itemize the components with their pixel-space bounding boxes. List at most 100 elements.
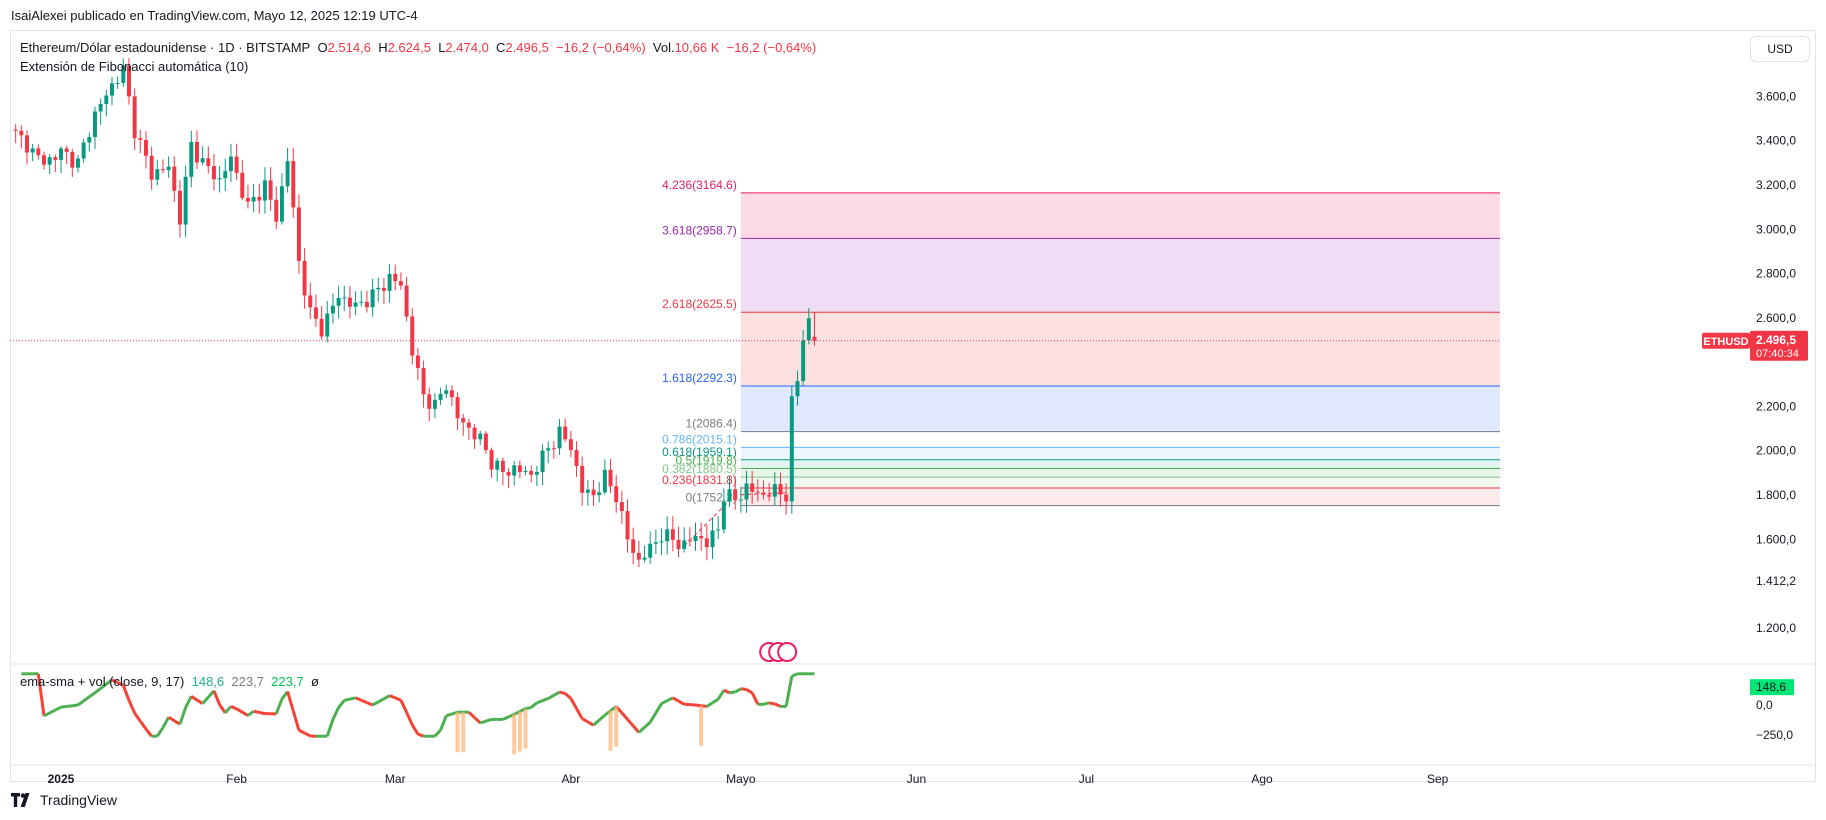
candle-body [245, 197, 250, 202]
candle-body [183, 176, 188, 225]
oscillator-segment [253, 709, 260, 714]
price-change: −16,2 (−0,64%) [556, 40, 646, 55]
oscillator-segment [784, 675, 794, 707]
symbol-title[interactable]: Ethereum/Dólar estadounidense · 1D · BIT… [20, 40, 311, 55]
candle-body [13, 129, 18, 131]
oscillator-segment [331, 706, 340, 721]
oscillator-segment [672, 696, 680, 703]
candle-body [704, 538, 709, 548]
candle-body [608, 469, 613, 487]
oscillator-segment [542, 697, 549, 703]
indicator-tick-label: −250,0 [1756, 728, 1793, 742]
oscillator-segment [303, 731, 311, 738]
candle-body [483, 433, 488, 451]
indicator-value-badge: 148,6 [1756, 680, 1786, 694]
fib-zone-0.236 [740, 487, 1500, 506]
candle-body [381, 287, 386, 291]
candle-body [404, 285, 409, 317]
candle-body [602, 469, 607, 493]
fib-indicator-name[interactable]: Extensión de Fibonacci automática (10) [20, 59, 249, 74]
oscillator-segment [791, 672, 799, 678]
candle-body [30, 148, 35, 153]
candle-body [109, 83, 114, 96]
candle-body [268, 180, 273, 200]
candle-body [716, 529, 721, 531]
oscillator-segment [111, 678, 119, 684]
high-value: 2.624,5 [387, 40, 431, 55]
footer-brand: TradingView [40, 792, 118, 808]
candle-body [784, 494, 789, 502]
candle-body [132, 96, 137, 139]
fib-label-0.382: 0.382(1880.5) [662, 462, 737, 476]
candle-body [625, 511, 630, 540]
oscillator-segment [355, 696, 362, 702]
oscillator-segment [439, 715, 448, 731]
oscillator-segment [184, 695, 193, 709]
oscillator-segment [564, 692, 572, 700]
fib-zone-0.5 [740, 468, 1500, 478]
oscillator-segment [774, 702, 782, 708]
oscillator-segment [161, 716, 170, 729]
volume-spike-bar [455, 712, 460, 753]
candle-body [76, 158, 80, 168]
candle-body [455, 397, 460, 419]
fib-zone-3.618 [740, 238, 1500, 313]
candle-body [495, 460, 500, 470]
candle-body [750, 483, 755, 492]
indicator-label[interactable]: ema-sma + vol (close, 9, 17) [20, 674, 185, 689]
candle-body [801, 340, 806, 382]
currency-button[interactable]: USD [1750, 36, 1810, 62]
oscillator-segment [99, 682, 108, 690]
candle-body [438, 393, 443, 400]
price-badge: 2.496,5 [1756, 333, 1796, 347]
candle-body [410, 316, 415, 356]
candle-body [557, 426, 562, 449]
fib-label-0.618: 0.618(1959.1) [662, 445, 737, 459]
candle-body [806, 318, 811, 341]
price-tick-label: 2.800,0 [1756, 267, 1796, 281]
candle-body [319, 318, 324, 337]
oscillator-segment [366, 701, 374, 707]
candle-body [143, 139, 148, 156]
candle-body [517, 465, 522, 473]
oscillator-segment [247, 710, 255, 717]
oscillator-segment [383, 694, 391, 701]
indicator-legend: ema-sma + vol (close, 9, 17) 148,6 223,7… [20, 674, 319, 689]
candle-body [262, 180, 267, 201]
price-tick-label: 3.600,0 [1756, 89, 1796, 103]
symbol-badge: ETHUSD [1703, 336, 1748, 348]
candle-body [115, 83, 120, 85]
candle-body [597, 492, 602, 496]
oscillator-segment [36, 673, 46, 717]
oscillator-segment [695, 703, 702, 708]
fib-label-0.5: 0.5(1919.8) [675, 453, 736, 467]
candle-body [359, 301, 364, 303]
high-label: H [378, 40, 388, 55]
oscillator-segment [553, 690, 561, 697]
candle-body [19, 130, 24, 136]
oscillator-segment [394, 696, 402, 702]
footer: TradingView [11, 792, 117, 808]
candle-body [642, 557, 647, 560]
fib-zone-1 [740, 431, 1500, 448]
price-tick-label: 3.000,0 [1756, 222, 1796, 236]
candle-body [461, 418, 466, 423]
oscillator-segment [763, 701, 770, 706]
candle-body [223, 171, 228, 179]
candle-body [257, 196, 262, 201]
oscillator-segment [433, 729, 442, 738]
oscillator-segment [405, 711, 414, 726]
candle-body [568, 439, 573, 451]
chart-legend: Ethereum/Dólar estadounidense · 1D · BIT… [20, 38, 816, 76]
oscillator-segment [241, 710, 249, 717]
indicator-value-3: 223,7 [271, 674, 304, 689]
oscillator-segment [530, 701, 538, 709]
candle-body [472, 427, 477, 440]
oscillator-segment [196, 698, 204, 705]
candle-body [546, 448, 551, 451]
candle-body [387, 273, 392, 291]
oscillator-segment [88, 691, 96, 699]
candle-body [177, 190, 182, 225]
oscillator-segment [325, 718, 335, 737]
